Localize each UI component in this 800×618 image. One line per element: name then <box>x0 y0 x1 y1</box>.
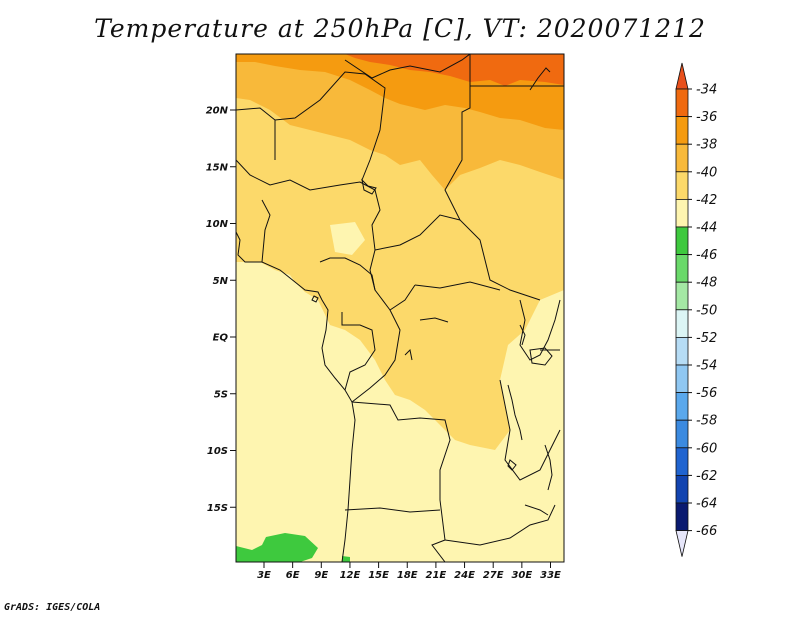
colorbar-segment <box>675 419 689 449</box>
colorbar-label: -42 <box>696 193 717 208</box>
border-a <box>236 71 386 181</box>
colorbar-label: -48 <box>696 276 717 291</box>
lon-tick-label: 21E <box>426 570 447 581</box>
kivu <box>404 348 413 361</box>
field-band-44-dot <box>342 556 350 562</box>
colorbar-label: -40 <box>696 165 717 180</box>
colorbar-label: -38 <box>696 138 717 153</box>
border-i <box>319 257 376 291</box>
lat-tick-label: 15S <box>207 503 228 514</box>
boundaries <box>236 54 564 562</box>
congo-river <box>419 317 449 323</box>
lat-tick-label: 5S <box>214 389 228 400</box>
plot-frame <box>235 53 565 563</box>
colorbar-segment <box>675 309 689 338</box>
colorbar-segment <box>675 336 689 366</box>
colorbar-segment <box>675 171 689 200</box>
colorbar-label: -44 <box>696 221 717 236</box>
colorbar-label: -54 <box>696 359 717 374</box>
colorbar-segment <box>675 474 689 504</box>
colorbar-segment <box>675 392 689 421</box>
colorbar-segment <box>675 198 689 228</box>
colorbar-segment <box>675 447 689 476</box>
colorbar-segment <box>675 226 689 256</box>
lat-tick-label: 10S <box>207 446 228 457</box>
lake-albert <box>519 324 526 346</box>
colorbar-segment <box>675 88 689 118</box>
colorbar-segment <box>675 502 689 532</box>
border-k <box>351 309 401 403</box>
colorbar-label: -56 <box>696 386 717 401</box>
border-b <box>344 54 471 79</box>
border-j <box>341 312 376 391</box>
border-m <box>499 379 561 481</box>
field-band-44-patch <box>236 533 318 562</box>
colorbar-segment <box>675 254 689 283</box>
lake-malawi <box>544 444 553 491</box>
lon-tick-label: 12E <box>340 570 361 581</box>
lon-tick-label: 24E <box>454 570 475 581</box>
lat-tick-label: 15N <box>206 162 229 173</box>
colorbar-segment <box>675 143 689 173</box>
border-c <box>444 54 541 301</box>
colorbar-label: -60 <box>696 441 717 456</box>
lake-chad <box>361 178 377 195</box>
lat-tick-label: 10N <box>206 219 229 230</box>
lat-tick-label: 5N <box>213 276 229 287</box>
lon-tick-label: 33E <box>540 570 561 581</box>
border-p <box>519 299 561 361</box>
border-r <box>414 281 501 291</box>
colorbar-label: -62 <box>696 469 717 484</box>
colorbar-top-triangle <box>675 62 689 90</box>
border-d <box>236 159 416 311</box>
lon-tick-label: 6E <box>286 570 300 581</box>
colorbar-label: -36 <box>696 110 717 125</box>
colorbar-label: -50 <box>696 303 717 318</box>
longitude-axis: 3E 6E 9E 12E 15E 18E 21E 24E 27E 30E 33E <box>257 562 561 581</box>
coastline-west <box>236 231 356 562</box>
field-band-42-patch <box>330 222 365 255</box>
colorbar-segment <box>675 281 689 311</box>
border-g <box>374 214 461 251</box>
colorbar: -34 -36 -38 -40 -42 -44 -46 -48 -50 -52 -54 -56 -58 -… <box>675 62 717 557</box>
credit-text: GrADS: IGES/COLA <box>4 602 101 613</box>
lake-tanganyika <box>507 384 523 441</box>
lake-victoria <box>529 347 553 366</box>
red-sea-coast <box>529 67 551 91</box>
field-band-36 <box>345 54 564 86</box>
lake-bangweulu <box>524 504 549 516</box>
border-f <box>261 199 271 263</box>
lon-tick-label: 30E <box>511 570 532 581</box>
lon-tick-label: 18E <box>397 570 418 581</box>
border-n <box>344 507 441 513</box>
colorbar-bottom-triangle <box>675 530 689 557</box>
border-o <box>444 504 556 546</box>
island-bioko <box>311 295 319 303</box>
lon-tick-label: 15E <box>368 570 389 581</box>
colorbar-label: -66 <box>696 524 717 539</box>
latitude-axis: 20N 15N 10N 5N EQ 5S 10S 15S <box>206 106 236 514</box>
lat-tick-label: 20N <box>206 106 229 117</box>
lon-tick-label: 27E <box>483 570 504 581</box>
colorbar-label: -34 <box>696 83 717 98</box>
border-l <box>351 401 451 562</box>
colorbar-label: -58 <box>696 414 717 429</box>
lat-tick-label: EQ <box>213 333 229 344</box>
temperature-field <box>236 54 564 562</box>
colorbar-label: -64 <box>696 497 717 512</box>
lake-mweru <box>507 459 517 471</box>
colorbar-label: -52 <box>696 331 717 346</box>
colorbar-segment <box>675 364 689 394</box>
colorbar-label: -46 <box>696 248 717 263</box>
colorbar-segment <box>675 116 689 145</box>
map-title: Temperature at 250hPa [C], VT: 202007121… <box>94 14 706 43</box>
lon-tick-label: 9E <box>314 570 328 581</box>
lon-tick-label: 3E <box>257 570 271 581</box>
